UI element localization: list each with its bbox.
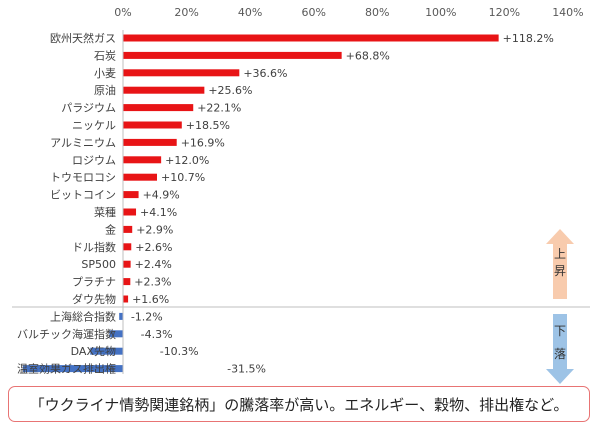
bar	[123, 260, 131, 268]
value-label: +18.5%	[186, 119, 230, 132]
caption-box: 「ウクライナ情勢関連銘柄」の騰落率が高い。エネルギー、穀物、排出権など。	[8, 386, 590, 422]
value-label: +68.8%	[346, 49, 390, 62]
value-label: +2.6%	[135, 241, 172, 254]
value-label: -1.2%	[131, 310, 163, 323]
caption-text: 「ウクライナ情勢関連銘柄」の騰落率が高い。エネルギー、穀物、排出権など。	[29, 395, 569, 414]
category-label: プラチナ	[72, 276, 116, 289]
bar	[123, 156, 162, 164]
category-label: 金	[105, 222, 116, 236]
category-label: 原油	[94, 83, 116, 97]
down-arrow-char-2: 落	[554, 347, 566, 361]
value-label: +22.1%	[197, 102, 241, 115]
bars	[22, 34, 499, 373]
category-label: 菜種	[94, 205, 116, 219]
down-arrow-shape	[546, 314, 574, 384]
up-arrow-char-1: 上	[554, 247, 566, 261]
value-label: +12.0%	[165, 154, 209, 167]
category-labels: 欧州天然ガス石炭小麦原油パラジウムニッケルアルミニウムロジウムトウモロコシビット…	[17, 31, 116, 376]
value-label: +4.1%	[140, 206, 177, 219]
value-label: +2.4%	[135, 258, 172, 271]
category-label: ビットコイン	[50, 189, 116, 202]
up-arrow-shape	[546, 229, 574, 299]
value-label: +25.6%	[208, 84, 252, 97]
bar	[123, 225, 133, 233]
x-tick-label: 80%	[365, 6, 389, 19]
down-arrow-char-1: 下	[554, 324, 566, 338]
category-label: 上海総合指数	[50, 309, 116, 323]
x-tick-label: 0%	[114, 6, 131, 19]
value-label: -10.3%	[160, 345, 199, 358]
bar	[123, 86, 205, 94]
bar	[123, 69, 240, 77]
bar	[123, 278, 131, 286]
category-label: ニッケル	[72, 119, 116, 132]
up-arrow: 上 昇	[546, 229, 574, 299]
value-label: +2.3%	[134, 276, 171, 289]
bar	[123, 138, 177, 146]
value-label: +1.6%	[132, 293, 169, 306]
bar	[22, 365, 124, 373]
value-label: +2.9%	[136, 223, 173, 236]
bar	[123, 191, 139, 199]
bar	[109, 330, 123, 338]
down-arrow: 下 落	[546, 314, 574, 384]
category-label: 石炭	[94, 49, 116, 62]
category-label: ロジウム	[72, 154, 116, 167]
bar	[123, 104, 194, 112]
x-axis: 0% 20% 40% 60% 80% 100% 120% 140%	[114, 6, 583, 19]
value-labels: +118.2% +68.8% +36.6% +25.6% +22.1% +18.5% +16…	[131, 32, 554, 376]
value-label: +118.2%	[503, 32, 554, 45]
value-label: -31.5%	[227, 363, 266, 376]
x-tick-label: 20%	[174, 6, 198, 19]
bar	[123, 295, 129, 303]
category-label: アルミニウム	[50, 136, 116, 149]
category-label: DAX先物	[71, 344, 116, 358]
category-label: トウモロコシ	[50, 171, 116, 184]
x-tick-label: 140%	[552, 6, 583, 19]
bar	[123, 173, 158, 181]
bar	[119, 312, 123, 320]
category-label: 欧州天然ガス	[50, 31, 116, 45]
category-label: SP500	[81, 258, 116, 271]
x-tick-label: 100%	[425, 6, 456, 19]
category-label: 温室効果ガス排出権	[17, 362, 116, 376]
bar	[123, 208, 137, 216]
x-tick-label: 40%	[238, 6, 262, 19]
value-label: +4.9%	[143, 189, 180, 202]
up-arrow-char-2: 昇	[554, 264, 566, 278]
category-label: バルチック海運指数	[17, 327, 116, 341]
bar	[90, 347, 123, 355]
category-label: ドル指数	[72, 240, 116, 254]
value-label: +10.7%	[161, 171, 205, 184]
bar-chart: 0% 20% 40% 60% 80% 100% 120% 140% 欧州天然ガス石炭小麦原油パ…	[12, 6, 590, 384]
x-tick-label: 60%	[301, 6, 325, 19]
category-label: ダウ先物	[72, 292, 116, 306]
category-label: 小麦	[94, 67, 116, 80]
bar	[123, 243, 132, 251]
x-tick-label: 120%	[489, 6, 520, 19]
bar	[123, 51, 342, 59]
category-label: パラジウム	[61, 102, 116, 115]
value-label: -4.3%	[141, 328, 173, 341]
value-label: +36.6%	[243, 67, 287, 80]
value-label: +16.9%	[181, 136, 225, 149]
bar	[123, 34, 499, 42]
bar	[123, 121, 182, 129]
